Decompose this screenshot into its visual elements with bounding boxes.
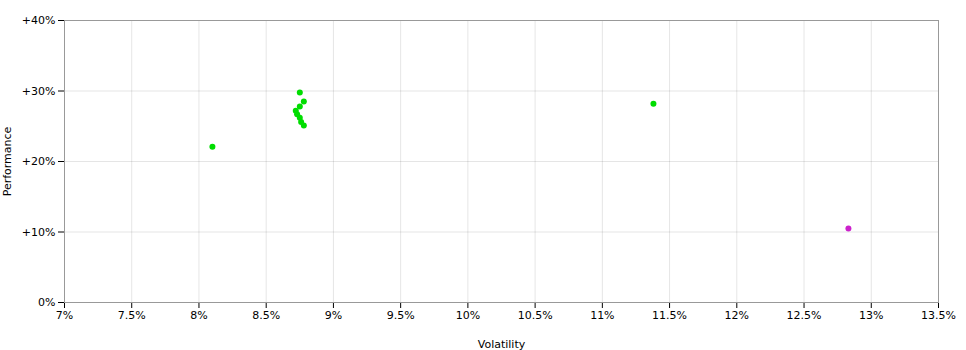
svg-text:12%: 12%	[725, 309, 749, 322]
svg-text:+10%: +10%	[22, 226, 56, 239]
svg-text:13.5%: 13.5%	[921, 309, 956, 322]
svg-text:8%: 8%	[190, 309, 207, 322]
svg-text:8.5%: 8.5%	[252, 309, 280, 322]
svg-text:7%: 7%	[56, 309, 73, 322]
svg-text:Volatility: Volatility	[478, 338, 526, 350]
svg-text:+20%: +20%	[22, 155, 56, 168]
svg-text:7.5%: 7.5%	[118, 309, 146, 322]
svg-text:10.5%: 10.5%	[518, 309, 553, 322]
svg-text:11.5%: 11.5%	[652, 309, 687, 322]
svg-text:13%: 13%	[859, 309, 883, 322]
svg-text:10%: 10%	[456, 309, 480, 322]
svg-text:0%: 0%	[38, 296, 55, 309]
svg-text:+40%: +40%	[22, 14, 56, 27]
svg-text:+30%: +30%	[22, 85, 56, 98]
svg-text:Performance: Performance	[1, 126, 14, 196]
svg-text:9%: 9%	[325, 309, 342, 322]
svg-text:12.5%: 12.5%	[787, 309, 822, 322]
svg-text:9.5%: 9.5%	[387, 309, 415, 322]
svg-text:11%: 11%	[590, 309, 614, 322]
